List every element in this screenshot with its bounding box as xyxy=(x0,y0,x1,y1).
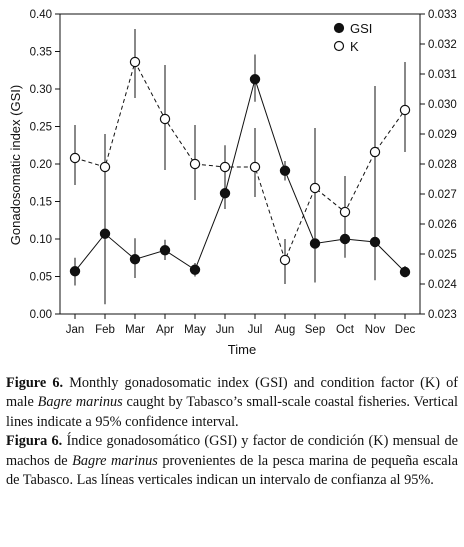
y-right-tick-label: 0.029 xyxy=(428,129,457,141)
y-axis-title: Gonadosomatic index (GSI) xyxy=(8,85,23,245)
series-k-point xyxy=(399,104,411,116)
series-k-point xyxy=(129,56,141,68)
series-k-point xyxy=(99,161,111,173)
x-tick-label: Jul xyxy=(248,324,263,336)
y-right-tick-label: 0.030 xyxy=(428,99,457,111)
y-left-tick-label: 0.40 xyxy=(30,9,52,21)
axes: 0.00 0.05 0.10 0.15 0.20 0.25 0.30 0.35 0.40 0.02… xyxy=(30,9,458,336)
series-k-point xyxy=(219,161,231,173)
figure-chart: 0.00 0.05 0.10 0.15 0.20 0.25 0.30 0.35 0.40 0.02… xyxy=(8,9,458,357)
series-gsi-point xyxy=(249,74,261,85)
series-gsi-point xyxy=(69,266,81,277)
series-k-point xyxy=(339,206,351,218)
series-gsi-point xyxy=(399,266,411,278)
x-tick-label: Feb xyxy=(95,324,115,336)
y-right-tick-label: 0.026 xyxy=(428,219,457,231)
series-gsi-point xyxy=(369,236,381,248)
x-axis-title: Time xyxy=(228,342,256,357)
x-tick-label: Jan xyxy=(66,324,85,336)
legend-k-label: K xyxy=(350,39,359,54)
series-gsi-point xyxy=(309,238,321,249)
caption-es-label: Figura 6. xyxy=(6,433,63,450)
caption-en-species: Bagre marinus xyxy=(37,394,123,411)
y-left-tick-label: 0.35 xyxy=(30,47,52,59)
x-tick-label: Mar xyxy=(125,324,145,336)
series-k-point xyxy=(309,182,321,194)
y-right-tick-label: 0.024 xyxy=(428,279,457,291)
legend-gsi-marker xyxy=(333,22,345,34)
figure-caption: Figure 6. Monthly gonadosomatic index (G… xyxy=(6,374,458,490)
caption-en-label: Figure 6. xyxy=(6,375,64,391)
series-k-point xyxy=(249,161,261,173)
y-left-tick-label: 0.05 xyxy=(30,272,52,284)
series-gsi-point xyxy=(189,264,201,275)
series-k-point xyxy=(159,113,171,125)
caption-spanish: Figura 6. Índice gonadosomático (GSI) y … xyxy=(6,432,458,490)
caption-es-text-1: Índice gonadosomático (GSI) y factor de … xyxy=(6,433,458,469)
series-gsi-point xyxy=(159,245,171,256)
legend: GSI K xyxy=(333,21,372,54)
x-tick-label: Jun xyxy=(216,324,235,336)
series-k-point xyxy=(69,152,81,164)
caption-en-text-2: caught by Tabasco’s small-scale coastal … xyxy=(6,394,458,430)
plot-frame xyxy=(59,13,421,315)
series-k-point xyxy=(189,158,201,170)
series-gsi-line xyxy=(74,77,406,273)
x-tick-label: Sep xyxy=(305,324,325,336)
y-left-tick-label: 0.00 xyxy=(30,309,52,321)
series-k-line xyxy=(74,60,406,262)
x-tick-label: Dec xyxy=(395,324,416,336)
y-right-tick-label: 0.031 xyxy=(428,69,457,81)
series-gsi-point xyxy=(99,228,111,239)
legend-gsi-label: GSI xyxy=(350,21,372,36)
y-left-tick-label: 0.30 xyxy=(30,84,52,96)
series-layer xyxy=(69,29,411,305)
x-tick-label: Oct xyxy=(336,324,355,336)
series-k-point xyxy=(279,254,291,266)
x-tick-label: Nov xyxy=(365,324,386,336)
x-tick-label: Aug xyxy=(275,324,295,336)
series-gsi-point xyxy=(339,233,351,245)
caption-english: Figure 6. Monthly gonadosomatic index (G… xyxy=(6,374,458,432)
series-gsi-point xyxy=(219,188,231,199)
y-left-tick-label: 0.25 xyxy=(30,122,52,134)
y-left-tick-label: 0.10 xyxy=(30,234,52,246)
x-tick-label: May xyxy=(184,324,206,336)
caption-en-text-1: Monthly gonadosomatic index (GSI) and co… xyxy=(6,375,458,411)
y-right-tick-label: 0.025 xyxy=(428,249,457,261)
y-right-tick-label: 0.027 xyxy=(428,189,457,201)
chart-svg: 0.00 0.05 0.10 0.15 0.20 0.25 0.30 0.35 0.40 0.02… xyxy=(8,9,458,357)
y-left-tick-label: 0.15 xyxy=(30,197,52,209)
legend-k-marker xyxy=(333,40,345,52)
x-tick-label: Apr xyxy=(156,324,174,336)
caption-es-species: Bagre marinus xyxy=(72,452,158,469)
caption-es-text-2: provenientes de la pesca marina de peque… xyxy=(6,452,458,489)
y-left-tick-label: 0.20 xyxy=(30,159,52,171)
series-gsi-point xyxy=(279,165,291,176)
y-right-tick-label: 0.033 xyxy=(428,9,457,21)
y-right-tick-label: 0.032 xyxy=(428,39,457,51)
series-k-point xyxy=(369,146,381,158)
series-gsi-point xyxy=(129,254,141,265)
y-right-tick-label: 0.028 xyxy=(428,159,457,171)
y-right-tick-label: 0.023 xyxy=(428,309,457,321)
